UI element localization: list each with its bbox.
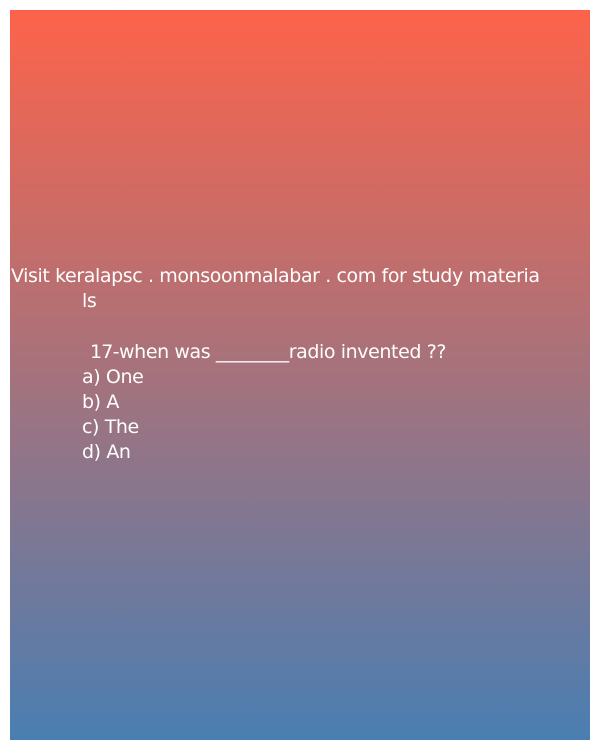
promo-text-line-1: Visit keralapsc . monsoonmalabar . com f… — [11, 265, 540, 287]
option-c: c) The — [82, 416, 139, 438]
question-body: -when was ________radio invented ?? — [112, 341, 447, 363]
question-number: 17 — [90, 341, 113, 363]
question-card: Visit keralapsc . monsoonmalabar . com f… — [10, 10, 590, 740]
option-d: d) An — [82, 441, 131, 463]
option-b: b) A — [82, 391, 119, 413]
promo-text-line-2: ls — [82, 290, 97, 312]
option-a: a) One — [82, 366, 144, 388]
question-text: 17-when was ________radio invented ?? — [90, 340, 446, 365]
